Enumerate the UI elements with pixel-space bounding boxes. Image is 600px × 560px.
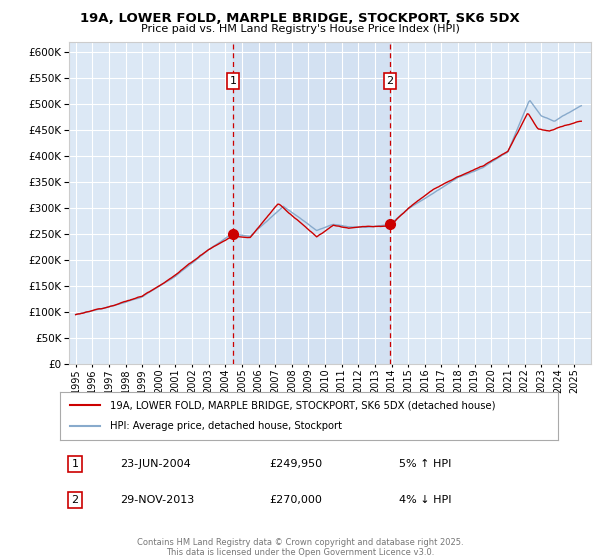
Text: 4% ↓ HPI: 4% ↓ HPI (398, 494, 451, 505)
Text: 19A, LOWER FOLD, MARPLE BRIDGE, STOCKPORT, SK6 5DX: 19A, LOWER FOLD, MARPLE BRIDGE, STOCKPOR… (80, 12, 520, 25)
Text: Contains HM Land Registry data © Crown copyright and database right 2025.
This d: Contains HM Land Registry data © Crown c… (137, 538, 463, 557)
Text: 1: 1 (71, 459, 79, 469)
Text: 29-NOV-2013: 29-NOV-2013 (120, 494, 194, 505)
Text: 2: 2 (386, 76, 394, 86)
Text: Price paid vs. HM Land Registry's House Price Index (HPI): Price paid vs. HM Land Registry's House … (140, 24, 460, 34)
Text: 19A, LOWER FOLD, MARPLE BRIDGE, STOCKPORT, SK6 5DX (detached house): 19A, LOWER FOLD, MARPLE BRIDGE, STOCKPOR… (110, 400, 496, 410)
Text: 2: 2 (71, 494, 79, 505)
Text: £270,000: £270,000 (269, 494, 322, 505)
Text: HPI: Average price, detached house, Stockport: HPI: Average price, detached house, Stoc… (110, 421, 342, 431)
Text: 1: 1 (230, 76, 236, 86)
Text: 23-JUN-2004: 23-JUN-2004 (120, 459, 191, 469)
Text: £249,950: £249,950 (269, 459, 322, 469)
Text: 5% ↑ HPI: 5% ↑ HPI (398, 459, 451, 469)
Bar (233, 42, 390, 364)
